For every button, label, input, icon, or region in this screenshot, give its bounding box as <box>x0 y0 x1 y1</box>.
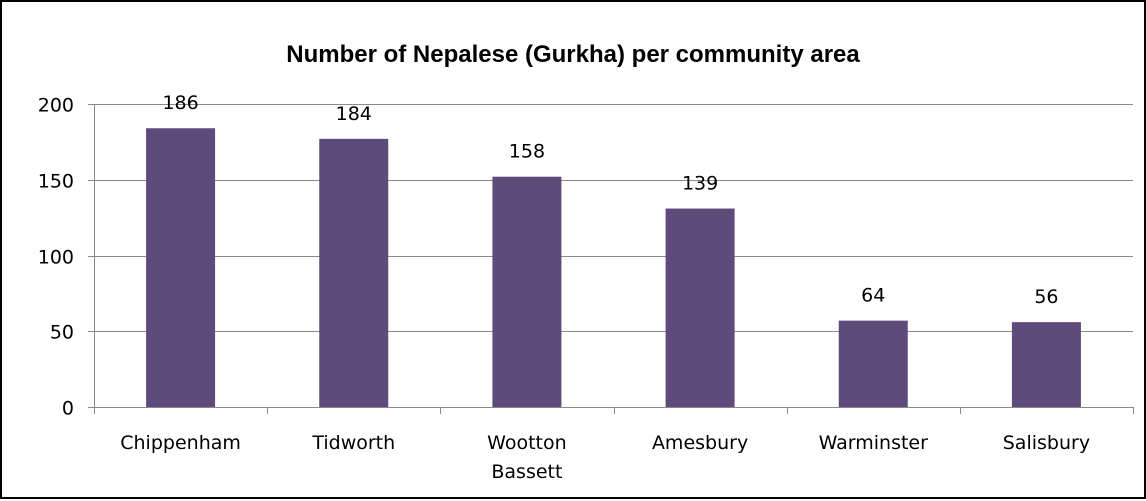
x-category-label: Amesbury <box>652 432 748 454</box>
bar <box>838 320 908 407</box>
y-axis: 0 50 100 150 200 <box>38 95 95 420</box>
y-tick-label: 50 <box>50 322 74 344</box>
bar <box>492 176 562 407</box>
x-category-label: Tidworth <box>311 432 395 454</box>
bar <box>319 138 389 407</box>
data-label: 184 <box>336 103 372 125</box>
y-tick-label: 200 <box>38 95 74 117</box>
x-category-label: Warminster <box>819 432 929 454</box>
x-axis: Chippenham Tidworth Wootton Bassett Amesbury… <box>94 407 1134 483</box>
x-category-label: Chippenham <box>120 432 241 454</box>
x-category-label: Salisbury <box>1003 432 1090 454</box>
data-label: 186 <box>162 92 198 114</box>
data-label: 139 <box>682 173 718 195</box>
gridlines <box>94 104 1133 332</box>
y-tick-label: 0 <box>62 398 74 420</box>
x-category-label: Wootton Bassett <box>487 432 567 483</box>
data-label: 64 <box>861 285 885 307</box>
y-tick-label: 150 <box>38 171 74 193</box>
chart-title: Number of Nepalese (Gurkha) per communit… <box>286 41 860 68</box>
bar <box>146 128 216 407</box>
bars: 186 184 158 139 64 56 <box>146 92 1081 407</box>
data-label: 158 <box>509 141 545 163</box>
bar <box>1011 322 1081 407</box>
data-label: 56 <box>1034 286 1058 308</box>
y-tick-label: 100 <box>38 247 74 269</box>
bar <box>665 208 735 407</box>
